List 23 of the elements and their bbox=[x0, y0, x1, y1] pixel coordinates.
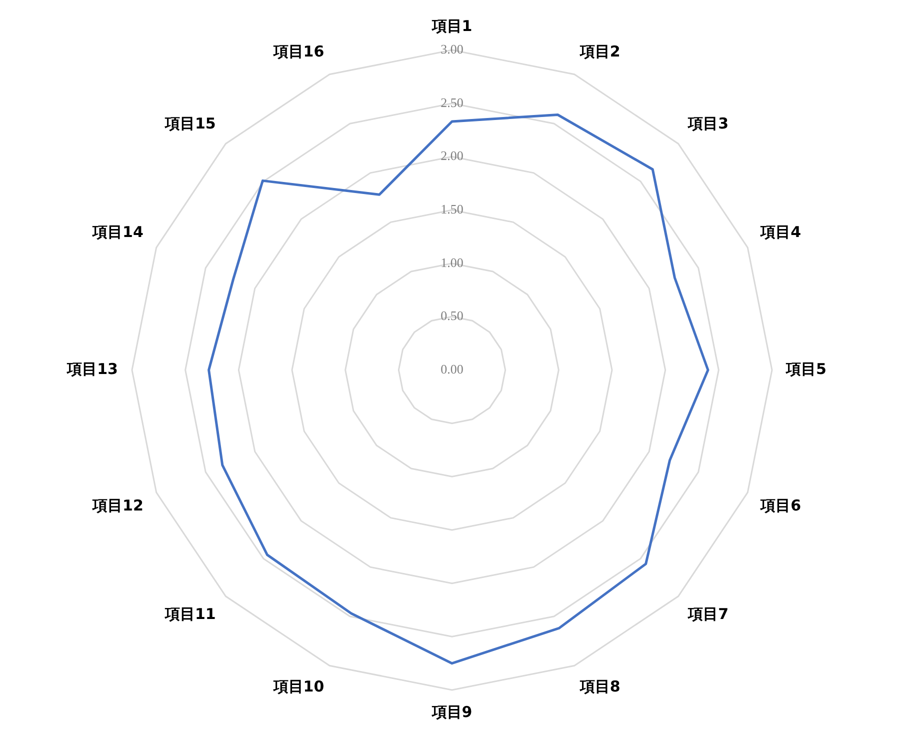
y-tick-label: 0.00 bbox=[440, 361, 464, 376]
y-tick-label: 1.50 bbox=[440, 201, 464, 216]
spoke-label: 項目15 bbox=[164, 114, 216, 133]
spoke-label: 項目7 bbox=[687, 605, 729, 624]
spoke-label: 項目9 bbox=[430, 702, 472, 721]
y-tick-label: 2.00 bbox=[440, 148, 464, 164]
spoke-label: 項目12 bbox=[92, 496, 144, 515]
spoke-label: 項目14 bbox=[92, 223, 144, 242]
spoke-label: 項目1 bbox=[430, 16, 472, 35]
spoke-label: 項目16 bbox=[272, 42, 324, 60]
spoke-label: 項目2 bbox=[578, 42, 620, 60]
spoke-label: 項目8 bbox=[578, 677, 620, 696]
spoke-label: 項目6 bbox=[760, 496, 802, 515]
spoke-label: 項目13 bbox=[66, 360, 118, 378]
spoke-label: 項目4 bbox=[760, 223, 802, 242]
spoke-label: 項目5 bbox=[785, 360, 826, 378]
y-tick-label: 1.00 bbox=[440, 254, 464, 270]
spoke-label: 項目10 bbox=[272, 677, 324, 696]
y-tick-label: 0.50 bbox=[440, 308, 464, 324]
y-tick-label: 2.50 bbox=[440, 94, 464, 110]
spoke-label: 項目3 bbox=[687, 114, 729, 133]
y-tick-label: 3.00 bbox=[440, 41, 464, 56]
spoke-label: 項目11 bbox=[164, 605, 216, 624]
